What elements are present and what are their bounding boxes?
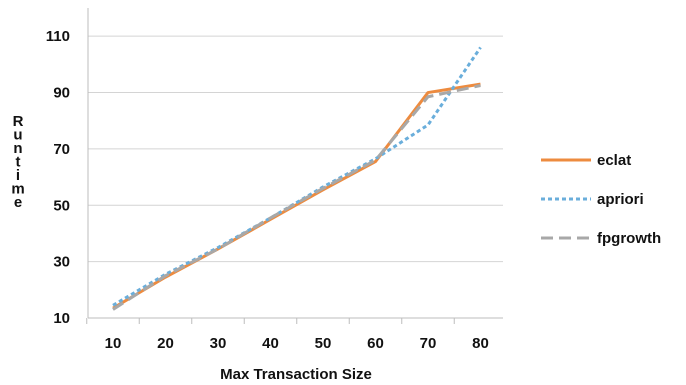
x-tick-label: 40 xyxy=(262,335,279,352)
legend: eclat apriori fpgrowth xyxy=(541,152,661,247)
x-tick-labels: 10 20 30 40 50 60 70 80 xyxy=(105,335,489,352)
series-line-fpgrowth xyxy=(112,84,481,311)
x-tick-label: 60 xyxy=(367,335,384,352)
legend-label-fpgrowth: fpgrowth xyxy=(597,230,661,247)
x-tick-label: 20 xyxy=(157,335,174,352)
legend-label-eclat: eclat xyxy=(597,152,631,169)
y-tick-labels: 10 30 50 70 90 110 xyxy=(46,28,70,327)
series-lines xyxy=(112,46,482,311)
axes xyxy=(86,8,503,324)
x-tick-label: 70 xyxy=(420,335,437,352)
legend-label-apriori: apriori xyxy=(597,191,644,208)
x-tick-label: 80 xyxy=(472,335,489,352)
x-tick-label: 30 xyxy=(210,335,227,352)
y-tick-label: 70 xyxy=(53,141,70,158)
y-tick-label: 90 xyxy=(53,85,70,102)
y-tick-label: 30 xyxy=(53,254,70,271)
x-tick-label: 10 xyxy=(105,335,122,352)
gridlines xyxy=(88,35,503,263)
y-tick-label: 110 xyxy=(46,28,70,45)
x-axis-title: Max Transaction Size xyxy=(220,366,372,383)
y-tick-label: 50 xyxy=(53,197,70,214)
series-line-eclat xyxy=(112,82,481,310)
y-tick-label: 10 xyxy=(53,310,70,327)
series-line-apriori xyxy=(112,46,482,307)
x-tick-label: 50 xyxy=(315,335,332,352)
